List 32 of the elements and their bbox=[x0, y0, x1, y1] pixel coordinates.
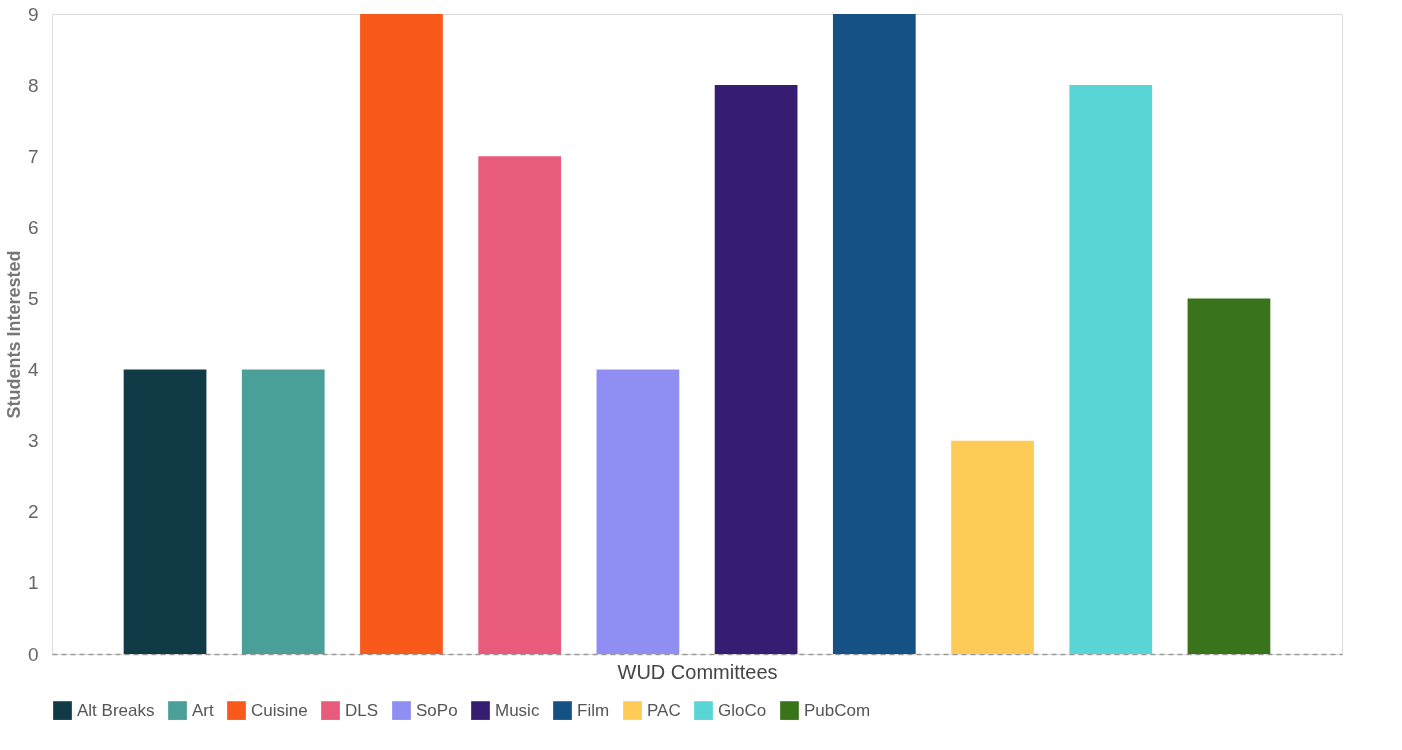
legend-label: Film bbox=[577, 700, 610, 720]
bar bbox=[360, 14, 443, 654]
legend-label: PubCom bbox=[804, 700, 871, 720]
y-tick-label: 2 bbox=[27, 501, 39, 523]
y-tick-label: 9 bbox=[27, 3, 39, 25]
y-tick-label: 6 bbox=[27, 216, 39, 238]
bar bbox=[478, 156, 562, 654]
legend-label: Cuisine bbox=[251, 700, 308, 720]
bar bbox=[123, 369, 207, 654]
y-tick-label: 3 bbox=[27, 430, 39, 452]
y-axis-title: Students Interested bbox=[3, 250, 24, 419]
legend-label: PAC bbox=[647, 700, 681, 720]
bar bbox=[951, 440, 1034, 654]
y-tick-label: 0 bbox=[27, 643, 39, 665]
bar bbox=[1069, 85, 1153, 654]
x-axis-title: WUD Committees bbox=[617, 660, 778, 683]
legend-label: Alt Breaks bbox=[77, 700, 155, 720]
y-tick-label: 5 bbox=[27, 287, 39, 309]
legend-label: Music bbox=[495, 700, 540, 720]
y-tick-label: 4 bbox=[27, 359, 39, 381]
bar bbox=[241, 369, 325, 654]
legend-label: SoPo bbox=[416, 700, 458, 720]
y-tick-label: 7 bbox=[27, 145, 39, 167]
legend-label: DLS bbox=[345, 700, 379, 720]
bar bbox=[714, 85, 798, 654]
legend-label: Art bbox=[192, 700, 214, 720]
y-tick-label: 8 bbox=[27, 74, 39, 96]
y-tick-label: 1 bbox=[27, 572, 39, 594]
bar bbox=[596, 369, 680, 654]
bar bbox=[832, 14, 916, 654]
bar bbox=[1187, 298, 1271, 654]
legend-label: GloCo bbox=[718, 700, 767, 720]
